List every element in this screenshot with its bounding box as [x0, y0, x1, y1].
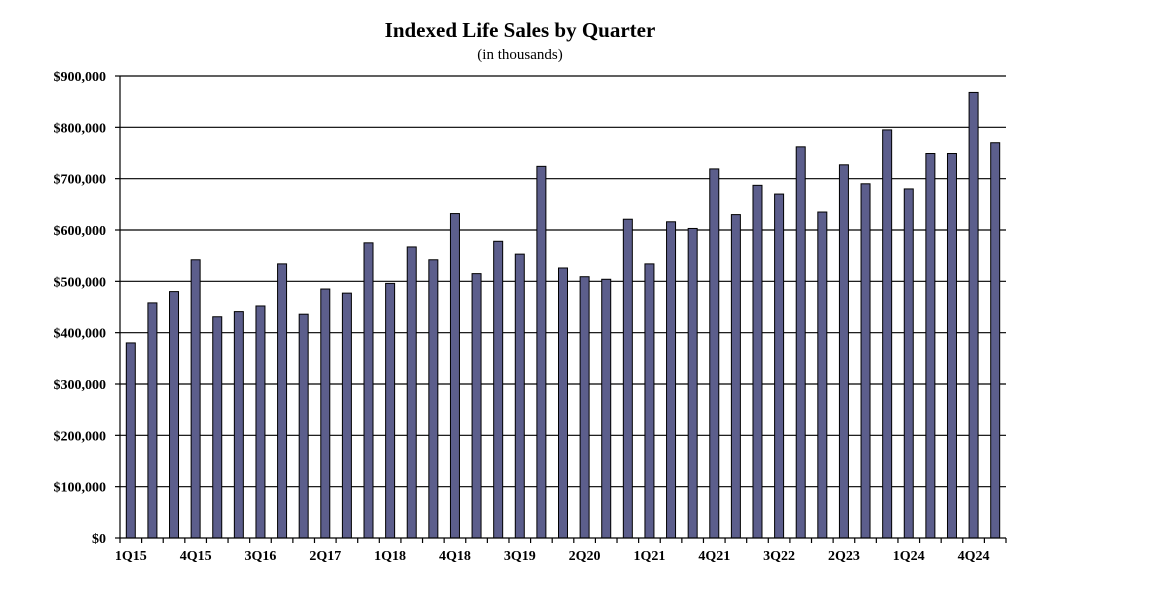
y-tick-label: $500,000	[54, 275, 107, 290]
bar-4Q22	[795, 146, 806, 539]
bar-1Q15	[125, 342, 136, 539]
x-tick-label: 4Q18	[439, 549, 471, 564]
bar-4Q24	[968, 91, 979, 539]
bar-3Q24	[946, 153, 957, 539]
x-tick-label: 3Q19	[504, 549, 536, 564]
bar-1Q24	[903, 188, 914, 539]
bar-4Q18	[449, 213, 460, 539]
bars	[125, 91, 1001, 539]
bar-1Q18	[385, 282, 396, 539]
bar-2Q23	[838, 164, 849, 539]
bar-4Q16	[277, 263, 288, 539]
bar-1Q22	[730, 214, 741, 539]
y-tick-label: $900,000	[54, 70, 107, 85]
y-tick-label: $400,000	[54, 327, 107, 342]
bar-2Q15	[147, 302, 158, 539]
bar-4Q23	[882, 129, 893, 539]
bar-3Q22	[774, 193, 785, 539]
x-tick-label: 2Q17	[309, 549, 341, 564]
chart-title: Indexed Life Sales by Quarter	[385, 18, 656, 42]
x-tick-label: 4Q21	[698, 549, 730, 564]
bar-4Q17	[363, 242, 374, 539]
y-tick-label: $700,000	[54, 173, 107, 188]
bar-3Q15	[169, 291, 180, 539]
axes	[115, 75, 1007, 543]
bar-2Q24	[925, 153, 936, 539]
x-tick-label: 1Q15	[115, 549, 147, 564]
bar-3Q18	[428, 259, 439, 539]
y-tick-label: $800,000	[54, 121, 107, 136]
x-tick-label: 1Q24	[893, 549, 925, 564]
bar-4Q19	[536, 165, 547, 539]
y-tick-label: $300,000	[54, 378, 107, 393]
bar-2Q19	[493, 240, 504, 539]
bar-1Q16	[212, 316, 223, 539]
bar-1Q19	[471, 273, 482, 539]
bar-3Q17	[341, 292, 352, 539]
bar-3Q23	[860, 183, 871, 539]
y-axis-tick-labels: $0 $100,000 $200,000 $300,000 $400,000 $500,0…	[54, 70, 107, 547]
bar-1Q25	[990, 142, 1001, 539]
x-tick-label: 2Q20	[569, 549, 601, 564]
bar-1Q20	[558, 267, 568, 539]
bar-3Q19	[514, 253, 525, 539]
y-tick-label: $600,000	[54, 224, 107, 239]
chart-subtitle: (in thousands)	[477, 47, 562, 63]
bar-3Q20	[601, 278, 612, 539]
x-tick-label: 4Q15	[180, 549, 212, 564]
bar-2Q22	[752, 184, 763, 539]
bar-2Q16	[233, 311, 244, 539]
bar-1Q23	[817, 211, 828, 539]
x-tick-label: 1Q21	[633, 549, 665, 564]
bar-2Q18	[406, 246, 417, 539]
x-tick-label: 1Q18	[374, 549, 406, 564]
bar-2Q21	[666, 221, 677, 539]
bar-2Q17	[320, 288, 331, 539]
y-tick-label: $200,000	[54, 429, 107, 444]
x-tick-label: 2Q23	[828, 549, 860, 564]
bar-1Q21	[644, 263, 655, 539]
x-tick-label: 4Q24	[958, 549, 990, 564]
x-tick-label: 3Q16	[245, 549, 277, 564]
bar-4Q20	[622, 218, 633, 539]
x-tick-label: 3Q22	[763, 549, 795, 564]
bar-4Q15	[190, 259, 201, 539]
bar-3Q16	[255, 305, 266, 539]
y-tick-label: $100,000	[54, 481, 107, 496]
y-tick-label: $0	[92, 532, 106, 547]
bar-2Q20	[579, 276, 590, 539]
bar-1Q17	[298, 313, 309, 539]
bar-3Q21	[687, 227, 698, 539]
bar-4Q21	[709, 168, 720, 539]
x-axis-tick-labels: 1Q15 4Q15 3Q16 2Q17 1Q18 4Q18 3Q19 2Q20 1Q21 4Q21…	[115, 549, 990, 564]
